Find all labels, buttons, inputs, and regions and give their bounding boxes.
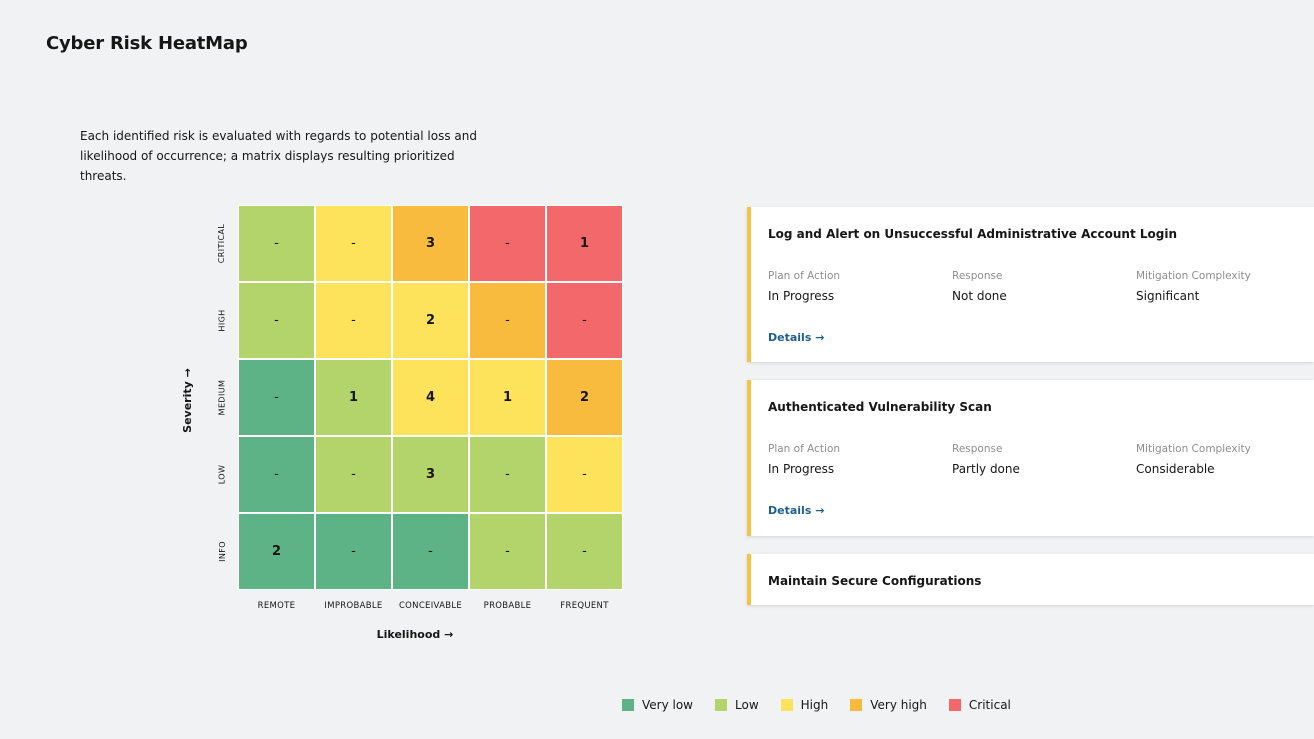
- risk-card-title: Authenticated Vulnerability Scan: [768, 400, 992, 414]
- field-value: In Progress: [768, 289, 835, 303]
- legend-label: Very high: [870, 698, 927, 712]
- heatmap-cell: -: [469, 282, 546, 359]
- details-link[interactable]: Details →: [768, 504, 825, 517]
- legend-item: Very high: [850, 698, 927, 712]
- heatmap-cell: -: [546, 436, 623, 513]
- field-label: Mitigation Complexity: [1136, 443, 1251, 455]
- heatmap-cell: -: [392, 513, 469, 590]
- row-label-high: HIGH: [217, 309, 227, 332]
- row-label-medium: MEDIUM: [217, 379, 227, 416]
- field-value: Significant: [1136, 289, 1200, 303]
- risk-card-title: Maintain Secure Configurations: [768, 574, 982, 588]
- col-label-frequent: FREQUENT: [560, 601, 609, 611]
- x-axis-title: Likelihood →: [376, 628, 454, 641]
- heatmap-cell: -: [315, 282, 392, 359]
- row-label-low: LOW: [217, 464, 227, 485]
- legend-swatch: [622, 699, 634, 711]
- heatmap-cell: -: [469, 205, 546, 282]
- field-label: Response: [952, 443, 1003, 455]
- heatmap-cell: 1: [469, 359, 546, 436]
- field-value: Partly done: [952, 462, 1020, 476]
- legend-label: Low: [735, 698, 759, 712]
- heatmap-cell: -: [546, 513, 623, 590]
- row-label-info: INFO: [217, 541, 227, 562]
- legend-swatch: [948, 699, 961, 711]
- legend-item: High: [780, 698, 829, 712]
- plan-of-action-field: Plan of Action In Progress: [768, 270, 840, 303]
- heatmap-cell: 1: [546, 205, 623, 282]
- heatmap-cell: 2: [392, 282, 469, 359]
- legend-item: Low: [715, 698, 759, 712]
- heatmap-cell: -: [469, 513, 546, 590]
- mitigation-complexity-field: Mitigation Complexity Significant: [1136, 270, 1251, 303]
- heatmap-cell: 2: [238, 513, 315, 590]
- page-title: Cyber Risk HeatMap: [46, 33, 248, 54]
- col-label-probable: PROBABLE: [483, 601, 532, 611]
- plan-of-action-field: Plan of Action In Progress: [768, 443, 840, 476]
- heatmap-cell: -: [546, 282, 623, 359]
- legend-label: High: [800, 698, 829, 712]
- heatmap-cell: -: [469, 436, 546, 513]
- heatmap-cell: 3: [392, 436, 469, 513]
- field-value: Not done: [952, 289, 1007, 303]
- mitigation-complexity-field: Mitigation Complexity Considerable: [1136, 443, 1251, 476]
- field-label: Response: [952, 270, 1003, 282]
- risk-card: Authenticated Vulnerability Scan Plan of…: [747, 380, 1314, 536]
- heatmap-cell: -: [238, 205, 315, 282]
- legend-swatch: [780, 699, 793, 711]
- field-label: Plan of Action: [768, 443, 841, 455]
- heatmap-cell: -: [315, 436, 392, 513]
- heatmap-cell: 2: [546, 359, 623, 436]
- col-label-remote: REMOTE: [257, 601, 296, 611]
- details-link[interactable]: Details →: [768, 331, 825, 344]
- heatmap-cell: -: [238, 359, 315, 436]
- heatmap-cell: -: [238, 436, 315, 513]
- y-axis-title: Severity →: [180, 367, 194, 433]
- field-label: Mitigation Complexity: [1136, 270, 1251, 282]
- risk-card: Log and Alert on Unsuccessful Administra…: [747, 207, 1314, 362]
- response-field: Response Not done: [952, 270, 1007, 303]
- heatmap-cell: 3: [392, 205, 469, 282]
- heatmap-cell: -: [238, 282, 315, 359]
- legend-item: Critical: [948, 698, 1011, 712]
- risk-card-title: Log and Alert on Unsuccessful Administra…: [768, 227, 1178, 241]
- intro-text: Each identified risk is evaluated with r…: [80, 129, 477, 183]
- legend-label: Very low: [642, 698, 693, 712]
- col-label-improbable: IMPROBABLE: [324, 601, 383, 611]
- heatmap-cell: -: [315, 205, 392, 282]
- legend-swatch: [715, 699, 727, 711]
- heatmap-cell: 4: [392, 359, 469, 436]
- field-value: Considerable: [1136, 462, 1215, 476]
- heatmap-cell: -: [315, 513, 392, 590]
- risk-card: Maintain Secure Configurations: [747, 554, 1314, 605]
- legend-item: Very low: [622, 698, 693, 712]
- heatmap-cell: 1: [315, 359, 392, 436]
- col-label-conceivable: CONCEIVABLE: [398, 601, 463, 611]
- field-value: In Progress: [768, 462, 835, 476]
- legend-label: Critical: [968, 698, 1011, 712]
- field-label: Plan of Action: [768, 270, 841, 282]
- legend-swatch: [850, 699, 863, 711]
- response-field: Response Partly done: [952, 443, 1020, 476]
- legend: Very low Low High Very high Critical: [622, 698, 1011, 712]
- row-label-critical: CRITICAL: [217, 223, 227, 264]
